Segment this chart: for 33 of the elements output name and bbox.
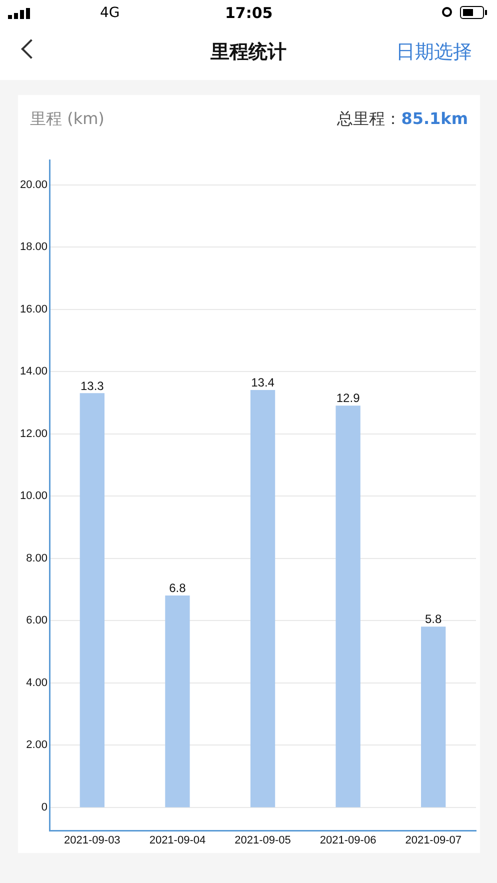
x-tick-label: 2021-09-06	[320, 834, 376, 846]
data-label: 13.3	[80, 378, 104, 393]
y-axis-title: 里程 (km)	[30, 109, 104, 130]
bar	[421, 626, 446, 808]
bar	[336, 406, 360, 808]
y-tick-label: 6.00	[26, 614, 48, 627]
y-tick-label: 2.00	[26, 739, 48, 752]
chart-title: 里程统计	[210, 41, 286, 63]
bar	[250, 390, 276, 808]
y-tick-label: 16.00	[20, 303, 48, 316]
y-tick-label: 18.00	[20, 241, 48, 254]
text: 85.1km	[401, 109, 468, 128]
data-label: 13.4	[251, 376, 275, 390]
bar	[165, 595, 190, 808]
x-tick-label: 2021-09-05	[234, 834, 291, 846]
y-tick-label: 4.00	[26, 676, 48, 689]
text: 日期选择	[396, 40, 472, 65]
text: 总里程：	[337, 109, 402, 128]
text: 4G	[100, 5, 120, 21]
y-tick-label: 10.00	[20, 490, 48, 502]
y-tick-label: 12.00	[20, 428, 48, 440]
data-label: 6.8	[169, 581, 186, 596]
data-label: 12.9	[336, 391, 360, 406]
data-label: 5.8	[425, 612, 442, 626]
x-tick-label: 2021-09-07	[405, 834, 462, 846]
x-tick-label: 2021-09-04	[149, 834, 206, 846]
x-tick-label: 2021-09-03	[64, 834, 120, 846]
y-tick-label: 0	[41, 801, 48, 814]
y-tick-label: 8.00	[26, 552, 48, 564]
bar	[80, 393, 105, 808]
text: 17:05	[225, 4, 273, 22]
y-tick-label: 20.00	[20, 178, 48, 191]
y-tick-label: 14.00	[20, 366, 48, 378]
